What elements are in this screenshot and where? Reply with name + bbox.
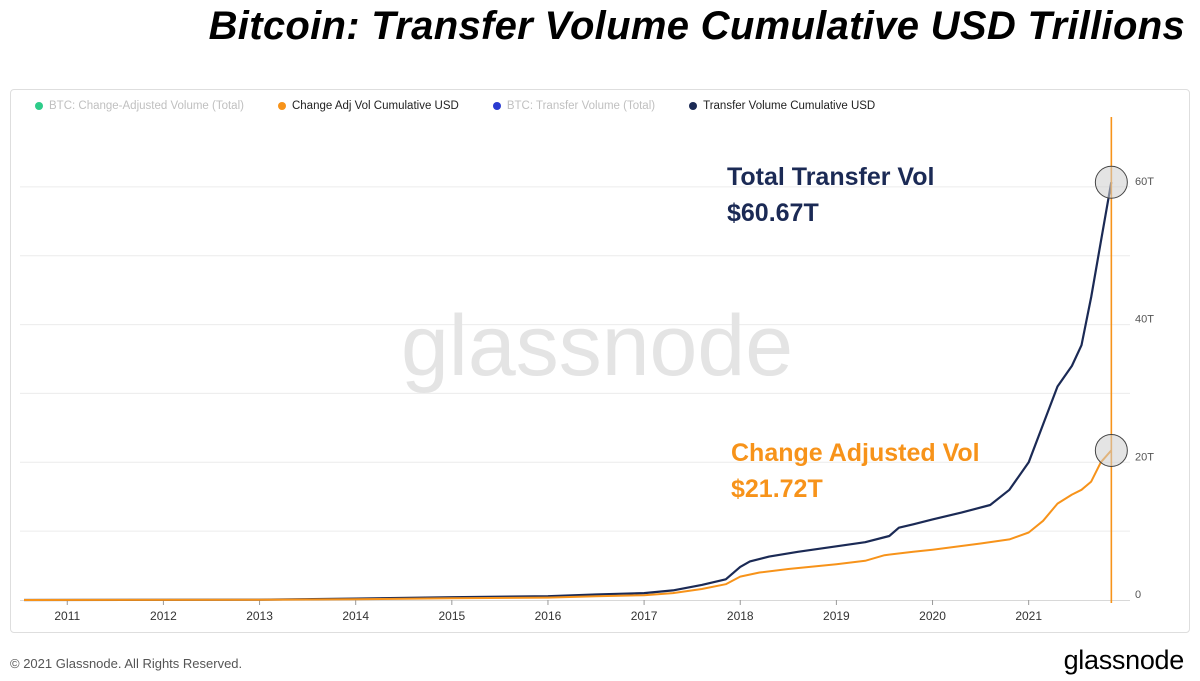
chart-legend: BTC: Change-Adjusted Volume (Total) Chan… (35, 97, 909, 115)
legend-dot-icon (689, 102, 698, 110)
legend-label: BTC: Transfer Volume (Total) (506, 100, 656, 112)
x-tick-label: 2016 (535, 609, 562, 623)
change-annotation-value: $21.72T (731, 475, 823, 503)
x-tick-label: 2012 (150, 609, 177, 623)
legend-label: Change Adj Vol Cumulative USD (291, 100, 459, 112)
legend-label: BTC: Change-Adjusted Volume (Total) (49, 100, 244, 112)
watermark: glassnode (401, 298, 793, 394)
change-annotation-label: Change Adjusted Vol (731, 439, 980, 467)
chart-title: Bitcoin: Transfer Volume Cumulative USD … (208, 4, 1185, 48)
y-tick-label: 20T (1135, 451, 1154, 463)
y-tick-label: 60T (1135, 176, 1154, 188)
transfer-annotation-label: Total Transfer Vol (727, 163, 934, 191)
marker-layer (1094, 117, 1128, 603)
series-layer (23, 182, 1113, 602)
legend-label: Transfer Volume Cumulative USD (703, 100, 876, 112)
legend-item-transfer-volume-total[interactable]: BTC: Transfer Volume (Total) (492, 100, 656, 112)
legend-dot-icon (492, 102, 501, 110)
x-tick-label: 2017 (631, 609, 658, 623)
legend-item-change-adjusted-total[interactable]: BTC: Change-Adjusted Volume (Total) (35, 100, 244, 112)
chart-panel (10, 89, 1190, 633)
change-adjusted-line (23, 449, 1113, 601)
transfer-end-circle (1094, 165, 1128, 199)
transfer-annotation-value: $60.67T (727, 199, 819, 227)
gridlines (20, 186, 1130, 532)
x-tick-label: 2020 (919, 609, 946, 623)
annotations: Total Transfer Vol $60.67T Change Adjust… (727, 163, 980, 503)
x-tick-label: 2013 (246, 609, 273, 623)
legend-dot-icon (35, 102, 43, 110)
y-tick-label: 40T (1135, 314, 1154, 326)
y-axis: 0 20T 40T 60T (1135, 176, 1154, 601)
brand-logo: glassnode (1063, 645, 1185, 675)
x-tick-label: 2021 (1015, 609, 1042, 623)
copyright-text: © 2021 Glassnode. All Rights Reserved. (10, 656, 243, 671)
legend-item-transfer-volume-cumulative[interactable]: Transfer Volume Cumulative USD (689, 100, 875, 112)
x-tick-label: 2014 (342, 609, 369, 623)
y-tick-label: 0 (1135, 589, 1141, 601)
legend-dot-icon (277, 102, 286, 110)
transfer-volume-line (23, 182, 1113, 602)
legend-item-change-adj-cumulative[interactable]: Change Adj Vol Cumulative USD (277, 100, 459, 112)
x-axis: 2011 2012 2013 2014 2015 2016 2017 2018 2019 2020… (20, 600, 1130, 623)
x-tick-label: 2019 (823, 609, 850, 623)
x-tick-label: 2018 (727, 609, 754, 623)
change-adjusted-end-circle (1094, 433, 1128, 467)
x-tick-label: 2015 (438, 609, 465, 623)
x-tick-label: 2011 (54, 609, 80, 623)
